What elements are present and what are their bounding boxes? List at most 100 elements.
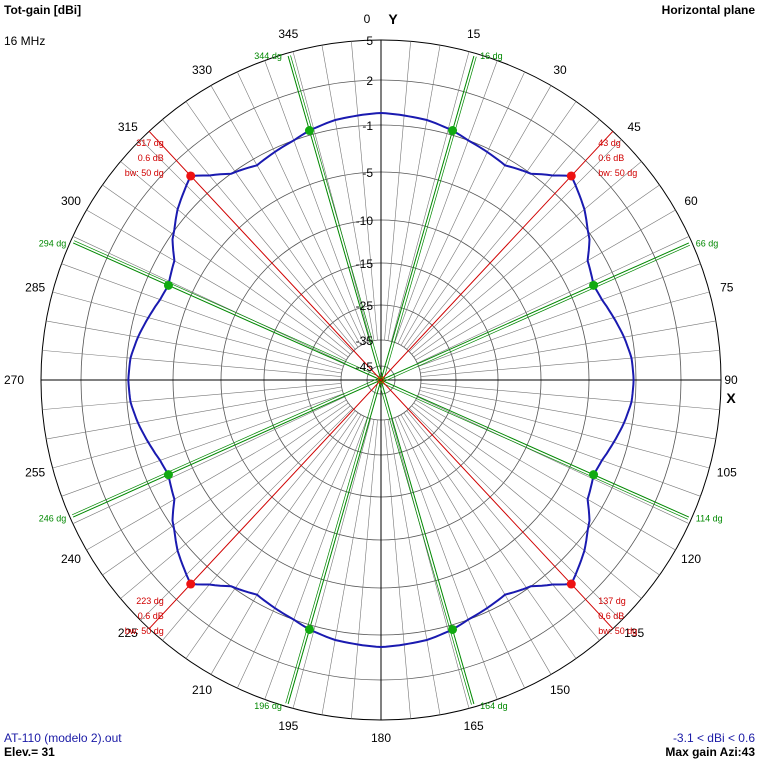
grid-spoke-110 xyxy=(418,393,701,497)
beam-label-43-0: 43 dg xyxy=(598,138,621,148)
plot-labels: 0153045607590105120135150165180195210225… xyxy=(4,11,738,745)
beam-point-223 xyxy=(186,579,196,589)
angle-label-240: 240 xyxy=(61,552,81,566)
grid-spoke-150 xyxy=(400,414,552,675)
grid-spoke-30 xyxy=(400,85,552,346)
angle-label-210: 210 xyxy=(192,683,212,697)
half-power-line-294 xyxy=(72,242,382,381)
angle-label-0: 0 xyxy=(364,12,371,26)
radial-tick-6: -25 xyxy=(356,299,374,313)
angle-label-180: 180 xyxy=(371,731,391,745)
radial-tick-4: -10 xyxy=(356,214,374,228)
radial-tick-2: -1 xyxy=(362,119,373,133)
half-power-line-344 xyxy=(287,55,382,381)
grid-spoke-170 xyxy=(387,419,441,715)
angle-label-30: 30 xyxy=(553,63,567,77)
grid-spoke-290 xyxy=(61,263,344,367)
angle-label-150: 150 xyxy=(550,683,570,697)
half-power-line2-344 xyxy=(290,55,384,380)
grid-spoke-75 xyxy=(419,291,710,370)
x-axis-label: X xyxy=(726,390,736,406)
grid-spoke-190 xyxy=(321,419,375,715)
pattern-curve xyxy=(127,111,635,649)
grid-spoke-60 xyxy=(415,209,676,361)
grid-spoke-300 xyxy=(86,209,347,361)
angle-label-285: 285 xyxy=(25,280,45,294)
grid-spoke-340 xyxy=(264,60,368,343)
grid-spoke-20 xyxy=(394,60,498,343)
half-power-point-294 xyxy=(163,280,173,290)
angle-label-75: 75 xyxy=(720,280,734,294)
beam-line-223 xyxy=(148,379,382,630)
grid-spoke-185 xyxy=(351,419,378,719)
half-power-point-164 xyxy=(448,624,458,634)
half-power-label-16: 16 dg xyxy=(480,51,503,61)
grid-spoke-330 xyxy=(210,85,362,346)
grid-spoke-215 xyxy=(185,412,359,659)
beam-label-43-2: bw: 50 dg xyxy=(598,168,637,178)
beam-label-43-1: 0.6 dB xyxy=(598,153,624,163)
grid-spoke-310 xyxy=(120,161,351,355)
grid-spoke-80 xyxy=(420,320,716,374)
grid-spoke-15 xyxy=(391,51,470,342)
half-power-label-294: 294 dg xyxy=(39,239,67,249)
half-power-line2-246 xyxy=(71,377,381,516)
radiation-pattern xyxy=(127,111,635,649)
grid-spoke-280 xyxy=(46,320,342,374)
max-gain-label: Max gain Azi:43 xyxy=(665,745,755,759)
grid-spoke-255 xyxy=(52,390,343,469)
beam-label-317-0: 317 dg xyxy=(136,138,164,148)
angle-label-15: 15 xyxy=(467,27,481,41)
half-power-line2-16 xyxy=(383,56,477,381)
title-left: Tot-gain [dBi] xyxy=(4,3,82,17)
grid-spoke-325 xyxy=(185,101,359,348)
angle-label-195: 195 xyxy=(278,719,298,733)
grid-spoke-260 xyxy=(46,386,342,440)
grid-spoke-285 xyxy=(52,291,343,370)
grid-spoke-315 xyxy=(140,139,353,352)
elevation-label: Elev.= 31 xyxy=(4,745,55,759)
grid-spoke-5 xyxy=(384,41,411,341)
angle-label-165: 165 xyxy=(464,719,484,733)
grid-spoke-240 xyxy=(86,399,347,551)
angle-label-225: 225 xyxy=(118,626,138,640)
angle-label-255: 255 xyxy=(25,466,45,480)
grid-spoke-105 xyxy=(419,390,710,469)
angle-label-45: 45 xyxy=(627,120,641,134)
frequency-label: 16 MHz xyxy=(4,34,46,48)
grid-spoke-160 xyxy=(394,417,498,700)
grid-spoke-220 xyxy=(162,410,356,641)
angle-label-60: 60 xyxy=(684,194,698,208)
grid-spoke-200 xyxy=(264,417,368,700)
grid-spoke-245 xyxy=(72,396,345,524)
beam-label-137-1: 0.6 dB xyxy=(598,611,624,621)
radial-tick-5: -15 xyxy=(356,257,374,271)
center-point xyxy=(377,376,385,384)
beam-point-317 xyxy=(186,171,196,181)
grid-spoke-275 xyxy=(42,350,342,377)
grid-spoke-100 xyxy=(420,386,716,440)
grid-spoke-130 xyxy=(411,405,642,599)
grid-spoke-145 xyxy=(403,412,577,659)
grid-spoke-265 xyxy=(42,383,342,410)
beam-line-43 xyxy=(380,130,614,381)
half-power-point-246 xyxy=(163,470,173,480)
grid-spoke-295 xyxy=(72,236,345,364)
y-axis-label: Y xyxy=(388,11,398,27)
half-power-point-344 xyxy=(304,126,314,136)
beam-label-223-0: 223 dg xyxy=(136,596,164,606)
angle-label-105: 105 xyxy=(717,466,737,480)
grid-spoke-70 xyxy=(418,263,701,367)
radial-tick-3: -5 xyxy=(362,166,373,180)
beam-label-317-1: 0.6 dB xyxy=(138,153,164,163)
beam-label-317-2: bw: 50 dg xyxy=(125,168,164,178)
beam-label-223-1: 0.6 dB xyxy=(138,611,164,621)
grid-spoke-45 xyxy=(409,139,622,352)
grid-spoke-155 xyxy=(397,416,525,689)
angle-label-300: 300 xyxy=(61,194,81,208)
grid-spoke-195 xyxy=(292,418,371,709)
angle-label-120: 120 xyxy=(681,552,701,566)
radial-tick-7: -35 xyxy=(356,334,374,348)
beam-point-137 xyxy=(566,579,576,589)
grid-spoke-345 xyxy=(292,51,371,342)
